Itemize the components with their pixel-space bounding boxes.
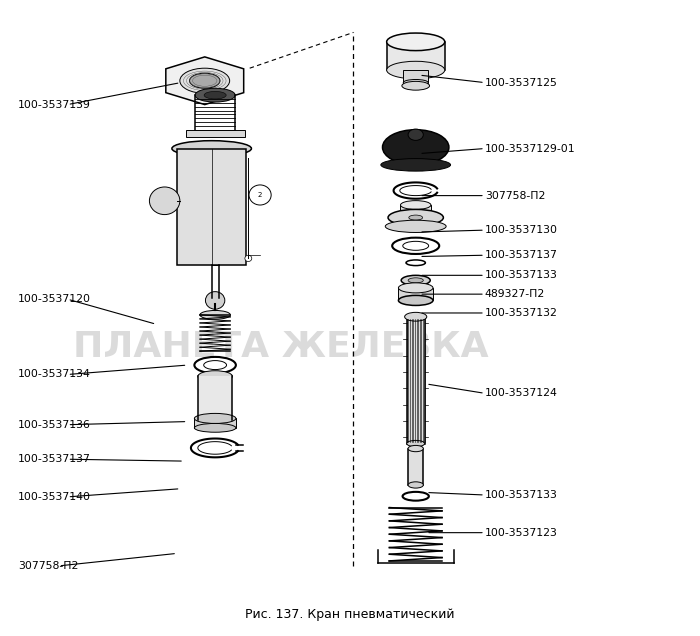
- Text: 489327-П2: 489327-П2: [485, 289, 545, 299]
- Ellipse shape: [204, 92, 226, 99]
- Text: 100-3537125: 100-3537125: [485, 78, 558, 88]
- Bar: [400, 205, 431, 218]
- Ellipse shape: [408, 278, 424, 283]
- Ellipse shape: [195, 424, 236, 432]
- Ellipse shape: [408, 482, 424, 488]
- Text: 100-3537140: 100-3537140: [18, 492, 91, 502]
- Ellipse shape: [382, 130, 449, 165]
- Ellipse shape: [386, 33, 444, 51]
- Text: 100-3537136: 100-3537136: [18, 420, 91, 430]
- Text: 307758-П2: 307758-П2: [485, 191, 545, 200]
- Bar: [186, 130, 244, 137]
- Ellipse shape: [386, 61, 444, 79]
- Ellipse shape: [408, 445, 424, 452]
- Ellipse shape: [195, 88, 235, 102]
- Ellipse shape: [401, 275, 430, 286]
- Text: 100-3537134: 100-3537134: [18, 370, 91, 380]
- Ellipse shape: [408, 129, 424, 141]
- Ellipse shape: [403, 80, 428, 86]
- Ellipse shape: [172, 141, 251, 156]
- Polygon shape: [166, 57, 244, 104]
- Ellipse shape: [405, 312, 427, 321]
- Circle shape: [149, 187, 180, 214]
- Text: 100-3537139: 100-3537139: [18, 100, 91, 109]
- Bar: [408, 448, 424, 485]
- Ellipse shape: [398, 295, 433, 305]
- Text: 100-3537120: 100-3537120: [18, 294, 91, 304]
- Text: 100-3537137: 100-3537137: [485, 250, 558, 260]
- Ellipse shape: [400, 200, 431, 209]
- Ellipse shape: [381, 158, 451, 171]
- Text: 100-3537129-01: 100-3537129-01: [485, 144, 575, 153]
- Ellipse shape: [388, 209, 443, 226]
- Ellipse shape: [200, 310, 230, 319]
- Text: 100-3537132: 100-3537132: [485, 308, 558, 318]
- Bar: [407, 317, 425, 443]
- Bar: [386, 42, 444, 70]
- Ellipse shape: [398, 283, 433, 293]
- Ellipse shape: [402, 81, 430, 90]
- Text: 100-3537123: 100-3537123: [485, 528, 558, 537]
- Text: 2: 2: [258, 192, 262, 198]
- Text: 100-3537124: 100-3537124: [485, 389, 558, 398]
- Ellipse shape: [385, 220, 446, 233]
- Text: 307758-П2: 307758-П2: [18, 561, 78, 571]
- Text: 100-3537133: 100-3537133: [485, 490, 558, 500]
- Text: 100-3537137: 100-3537137: [18, 454, 91, 464]
- Circle shape: [205, 292, 225, 309]
- Ellipse shape: [409, 215, 423, 220]
- Text: 100-3537133: 100-3537133: [485, 270, 558, 280]
- Ellipse shape: [195, 413, 236, 424]
- Ellipse shape: [180, 68, 230, 93]
- Text: 100-3537130: 100-3537130: [485, 225, 558, 235]
- Bar: [403, 70, 428, 83]
- Ellipse shape: [245, 255, 252, 261]
- Bar: [198, 377, 232, 420]
- Ellipse shape: [407, 440, 425, 446]
- Text: Рис. 137. Кран пневматический: Рис. 137. Кран пневматический: [245, 608, 455, 621]
- Circle shape: [249, 185, 271, 205]
- Ellipse shape: [198, 371, 232, 382]
- Bar: [195, 418, 236, 428]
- Text: ПЛАНЕТА ЖЕЛЕЗКА: ПЛАНЕТА ЖЕЛЕЗКА: [73, 329, 489, 363]
- Bar: [177, 149, 246, 265]
- Bar: [398, 288, 433, 300]
- Ellipse shape: [190, 73, 220, 88]
